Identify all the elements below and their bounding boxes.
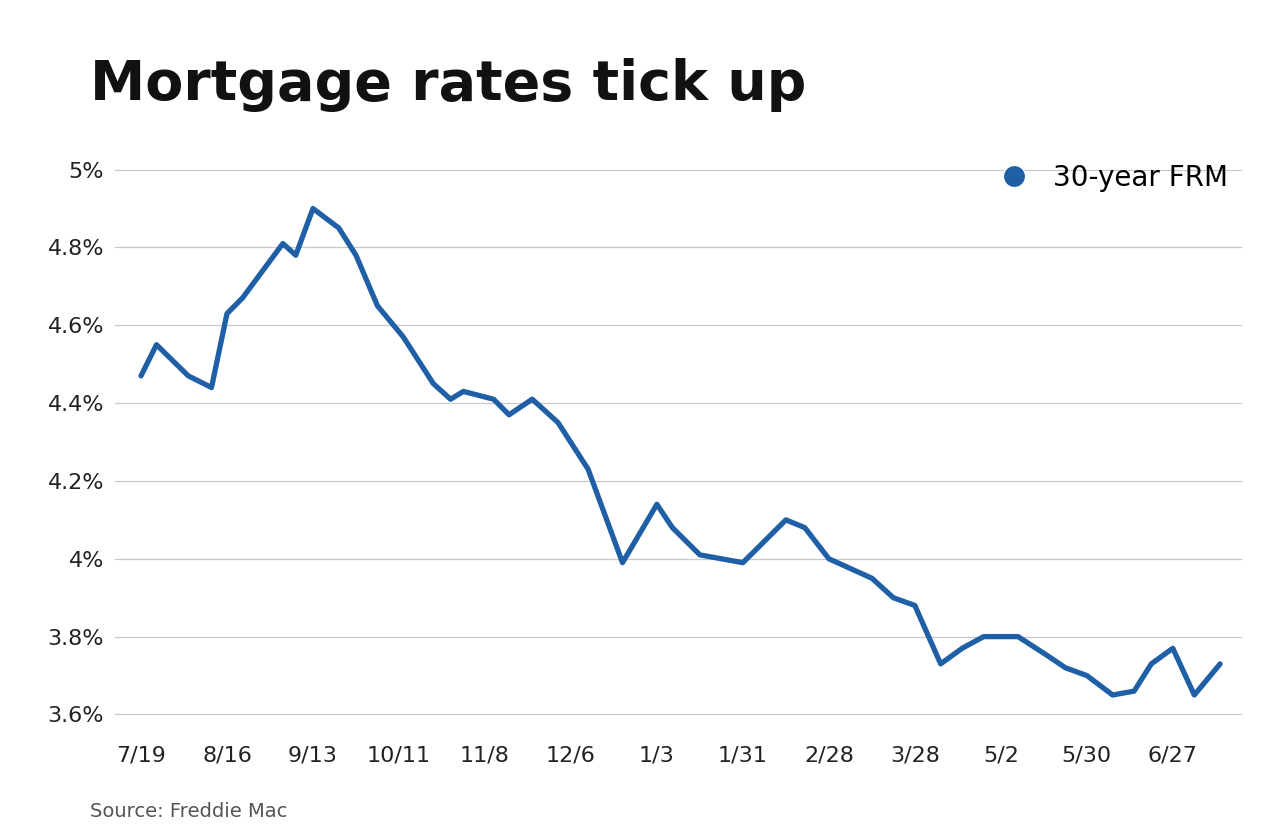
Text: Mortgage rates tick up: Mortgage rates tick up	[90, 58, 806, 113]
Legend: 30-year FRM: 30-year FRM	[986, 164, 1228, 192]
Text: Source: Freddie Mac: Source: Freddie Mac	[90, 802, 287, 821]
